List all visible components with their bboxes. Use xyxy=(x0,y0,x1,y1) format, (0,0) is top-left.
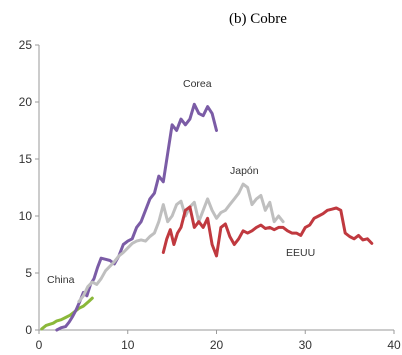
series-label-japon: Japón xyxy=(230,165,259,177)
x-tick-label: 0 xyxy=(36,338,43,352)
x-tick-label: 20 xyxy=(210,338,224,352)
y-tick-label: 0 xyxy=(25,323,32,337)
series-label-eeuu: EEUU xyxy=(286,247,315,259)
series-label-group: China Corea Japón EEUU xyxy=(47,78,315,286)
y-tick-label: 20 xyxy=(19,95,33,109)
series-label-corea: Corea xyxy=(183,78,212,90)
chart-title: (b) Cobre xyxy=(229,11,287,27)
series-line-eeuu xyxy=(161,205,374,258)
y-tick-label: 25 xyxy=(19,38,33,52)
series-line-china xyxy=(40,296,94,331)
y-tick-label: 15 xyxy=(19,152,33,166)
series-label-china: China xyxy=(47,274,75,286)
y-tick-label: 5 xyxy=(25,266,32,280)
x-tick-label: 10 xyxy=(121,338,135,352)
series-line-japon xyxy=(77,182,285,303)
y-tick-label: 10 xyxy=(19,209,33,223)
y-tick-group: 0 5 10 15 20 25 xyxy=(19,38,39,337)
series-group xyxy=(40,102,374,332)
x-tick-label: 30 xyxy=(299,338,313,352)
x-tick-label: 40 xyxy=(387,338,401,352)
x-tick-group: 0 10 20 30 40 xyxy=(36,330,401,352)
